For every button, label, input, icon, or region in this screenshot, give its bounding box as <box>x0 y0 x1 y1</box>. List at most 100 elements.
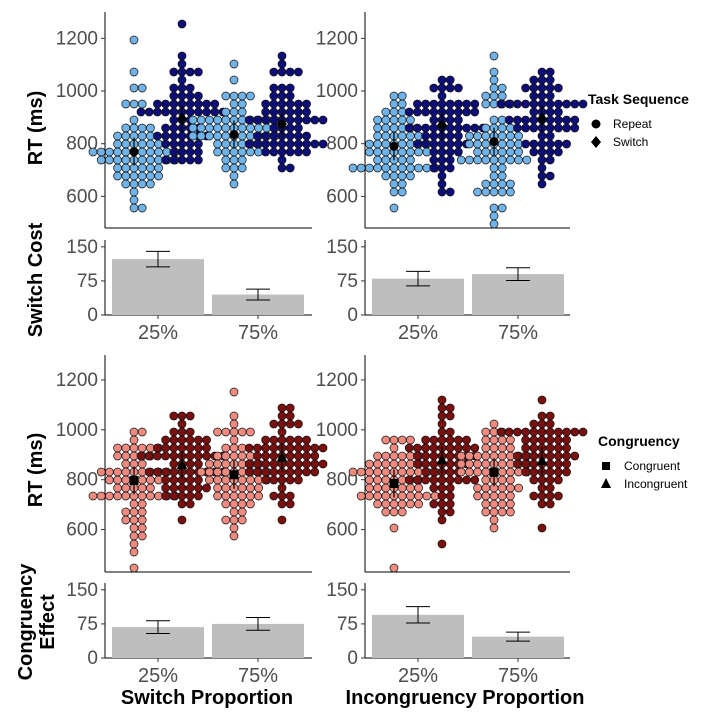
data-point <box>529 459 539 469</box>
data-point <box>229 419 239 429</box>
x-tick-label: 75% <box>238 322 278 344</box>
panel-eff_switch: 0 75 150 25% 75% <box>66 580 312 687</box>
data-point <box>277 499 287 509</box>
data-point <box>497 499 507 509</box>
x-tick-label: 25% <box>138 322 178 344</box>
data-point <box>196 131 206 141</box>
data-point <box>489 163 499 173</box>
data-point <box>121 179 131 189</box>
data-point <box>294 139 303 149</box>
xlabel-incongruency-proportion: Incongruency Proportion <box>346 687 585 709</box>
data-point <box>229 155 239 165</box>
data-point <box>137 491 147 501</box>
data-point <box>261 459 270 469</box>
data-point <box>129 123 139 133</box>
data-point <box>554 435 563 445</box>
ylabel-switch-cost: Switch Cost <box>25 222 47 337</box>
data-point <box>137 163 147 173</box>
data-point <box>506 187 515 197</box>
data-point <box>437 163 447 173</box>
y-tick-label: 0 <box>347 648 358 669</box>
data-point <box>213 451 222 461</box>
data-point <box>294 107 303 117</box>
data-point <box>229 435 239 445</box>
data-point <box>437 147 447 157</box>
data-point <box>506 131 515 141</box>
data-point <box>365 491 374 501</box>
data-point <box>529 139 539 149</box>
data-point <box>562 139 571 149</box>
data-point <box>285 107 295 117</box>
data-point <box>497 187 507 197</box>
data-point <box>489 507 499 517</box>
data-point <box>137 123 147 133</box>
data-point <box>177 51 187 61</box>
data-point <box>185 147 195 157</box>
data-point <box>269 115 279 125</box>
data-point <box>177 155 187 165</box>
data-point <box>221 467 231 477</box>
data-point <box>294 475 303 485</box>
data-point <box>136 451 146 461</box>
data-point <box>473 139 482 149</box>
data-point <box>445 483 455 493</box>
data-point <box>537 491 547 501</box>
data-point <box>185 443 195 453</box>
data-point <box>221 155 231 165</box>
data-point <box>437 99 447 109</box>
data-point <box>545 99 555 109</box>
data-point <box>161 155 170 165</box>
data-point <box>473 459 482 469</box>
data-point <box>537 75 547 85</box>
data-point <box>521 435 530 445</box>
data-point <box>481 179 491 189</box>
data-point <box>381 107 391 117</box>
data-point <box>121 443 131 453</box>
data-point <box>137 443 147 453</box>
data-point <box>414 163 423 173</box>
data-point <box>196 467 206 477</box>
y-tick-label: 1000 <box>316 81 358 102</box>
data-point <box>113 491 122 501</box>
data-point <box>496 427 506 437</box>
data-point <box>229 515 239 525</box>
data-point <box>437 403 447 413</box>
data-point <box>318 459 328 469</box>
data-point <box>169 435 179 445</box>
data-point <box>169 91 179 101</box>
data-point <box>473 147 482 157</box>
data-point <box>237 163 247 173</box>
data-point <box>310 459 320 469</box>
data-point <box>169 155 179 165</box>
data-point <box>429 467 439 477</box>
data-point <box>88 147 98 157</box>
data-point <box>129 563 139 573</box>
data-point <box>506 507 515 517</box>
legend-key-repeat <box>591 119 601 129</box>
data-point <box>318 115 328 125</box>
data-point <box>437 499 447 509</box>
data-point <box>161 483 170 493</box>
data-point <box>244 115 254 125</box>
data-point <box>454 107 463 117</box>
data-point <box>277 515 287 525</box>
data-point <box>445 163 455 173</box>
data-point <box>302 131 311 141</box>
data-point <box>554 99 563 109</box>
data-point <box>205 131 214 141</box>
data-point <box>537 139 547 149</box>
data-point <box>194 435 203 445</box>
data-point <box>545 67 555 77</box>
data-point <box>429 499 439 509</box>
data-point <box>513 427 522 437</box>
data-point <box>413 123 422 133</box>
data-point <box>537 427 547 437</box>
data-point <box>153 451 162 461</box>
data-point <box>381 123 391 133</box>
data-point <box>437 83 447 93</box>
data-point <box>454 147 463 157</box>
data-point <box>481 507 491 517</box>
data-point <box>404 443 414 453</box>
data-point <box>161 99 170 109</box>
